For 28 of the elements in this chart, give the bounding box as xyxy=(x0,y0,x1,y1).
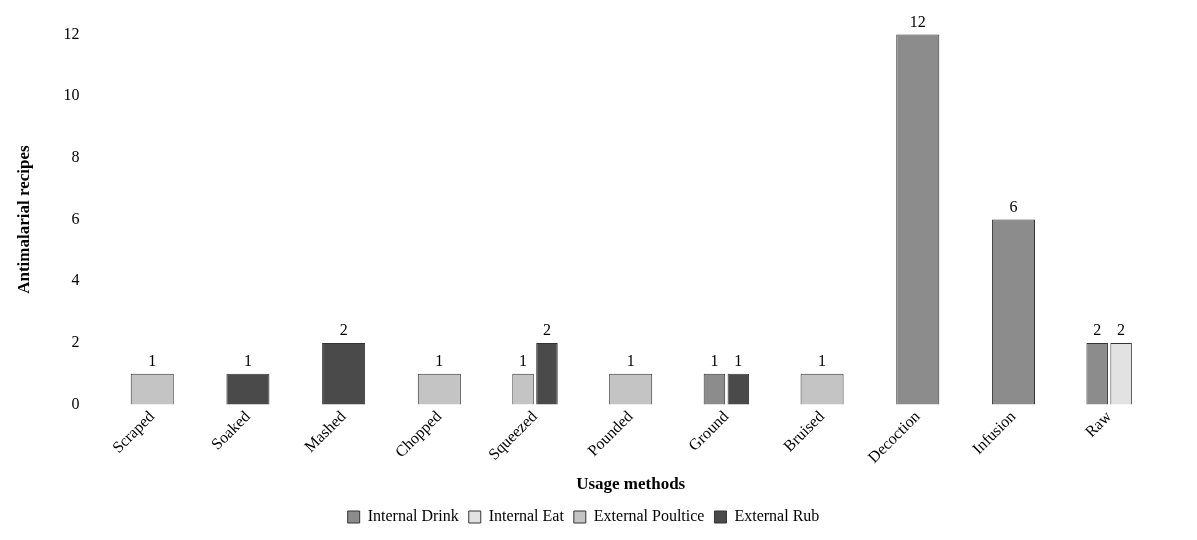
y-tick-label: 0 xyxy=(71,394,80,412)
data-label: 1 xyxy=(519,351,528,369)
y-tick-label: 12 xyxy=(63,24,80,42)
data-label: 6 xyxy=(1009,197,1018,215)
y-tick-label: 8 xyxy=(71,148,80,166)
data-label: 1 xyxy=(710,351,719,369)
data-label: 2 xyxy=(339,321,348,339)
data-label: 12 xyxy=(909,12,926,30)
x-axis-title: Usage methods xyxy=(576,474,686,494)
legend-label: External Poultice xyxy=(593,507,705,525)
legend-label: Internal Eat xyxy=(488,507,565,525)
y-axis-title: Antimalarial recipes xyxy=(13,144,33,294)
y-tick-label: 2 xyxy=(71,333,80,351)
data-label: 1 xyxy=(243,351,252,369)
y-tick-label: 4 xyxy=(71,271,80,289)
data-label: 2 xyxy=(1117,321,1126,339)
x-tick-label: Raw xyxy=(1081,407,1115,441)
data-label: 1 xyxy=(435,351,444,369)
data-label: 2 xyxy=(1093,321,1102,339)
data-label: 1 xyxy=(734,351,743,369)
data-label: 1 xyxy=(148,351,157,369)
data-label: 2 xyxy=(542,321,551,339)
y-tick-label: 6 xyxy=(71,209,80,227)
y-tick-label: 10 xyxy=(63,86,80,104)
legend-label: External Rub xyxy=(734,507,820,525)
data-label: 1 xyxy=(818,351,827,369)
data-label: 1 xyxy=(626,351,635,369)
legend-label: Internal Drink xyxy=(367,507,459,525)
